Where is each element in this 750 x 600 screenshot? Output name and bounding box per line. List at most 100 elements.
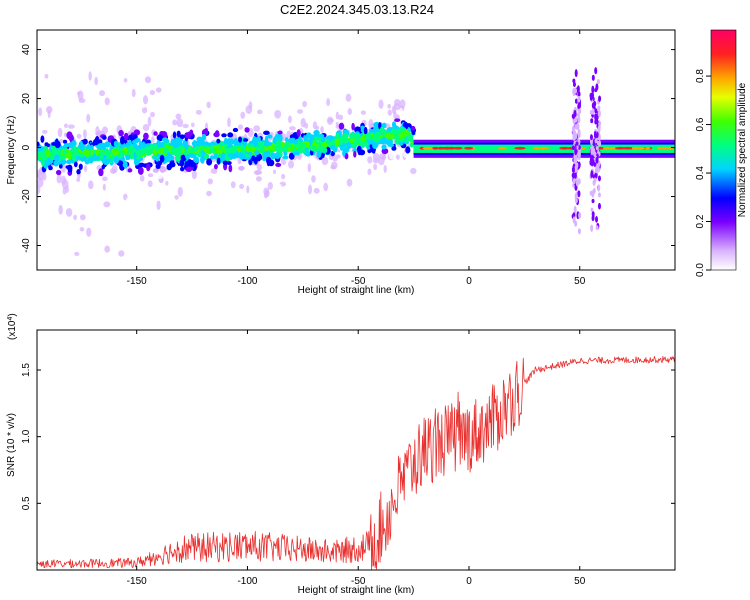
spectrogram-noise-cell <box>149 89 156 96</box>
spectrogram-noise-cell <box>44 73 49 79</box>
spectrogram-band-cell <box>172 131 177 139</box>
spectrogram-band-cell <box>178 145 183 152</box>
spectrogram-band-cell <box>112 148 119 157</box>
spectrogram-band-cell <box>78 163 83 170</box>
spectrogram-band-cell <box>257 141 263 147</box>
spectrogram-band-cell <box>244 127 250 133</box>
spectrogram-stripe-cell <box>574 132 578 140</box>
spectrogram-stripe-cell <box>576 122 580 129</box>
snr-series-line <box>37 356 675 570</box>
spectrogram-band-cell <box>69 142 74 149</box>
spectrogram-band-cell <box>172 140 176 145</box>
spectrogram-noise-cell <box>151 136 155 144</box>
spectrogram-band-cell <box>277 130 283 135</box>
spectrogram-band-cell <box>316 150 322 159</box>
spectrogram-band-cell <box>213 132 220 138</box>
spectrogram-noise-cell <box>273 169 277 175</box>
spectrogram-band-cell <box>73 161 78 168</box>
spectrogram-stripe-cell <box>596 79 600 85</box>
spectrogram-stripe-cell <box>589 134 593 141</box>
spectrogram-band-cell <box>216 149 223 155</box>
spectrogram-stripe-cell <box>577 115 581 124</box>
spectrogram-band-cell <box>55 169 62 176</box>
spectrogram-band-cell <box>274 153 280 159</box>
spectrogram-band-cell <box>379 126 384 134</box>
spectrogram-noise-cell <box>311 175 316 183</box>
spectrogram-noise-cell <box>118 250 125 257</box>
spectrogram-stripe-cell <box>590 207 594 212</box>
spectrogram-noise-cell <box>123 77 128 83</box>
spectrogram-noise-cell <box>139 175 145 182</box>
spectrogram-noise-cell <box>326 98 331 107</box>
spectrogram-band-cell <box>344 147 350 153</box>
spectrogram-noise-cell <box>304 174 309 183</box>
snr-scale-suffix: ) <box>7 313 18 316</box>
colorbar-tick-label: 0.0 <box>695 263 706 277</box>
spectrogram-band-cell <box>368 128 374 134</box>
spectrogram-band-cell <box>123 132 129 141</box>
spectrogram-band-cell <box>411 130 416 136</box>
spectrogram-noise-cell <box>395 154 400 160</box>
spectrogram-band-cell <box>183 151 188 156</box>
spectrogram-band-cell <box>394 125 398 130</box>
spectrogram-noise-cell <box>63 132 67 137</box>
spectrogram-peak-cell <box>514 146 526 150</box>
spectrogram-stripe-cell <box>591 85 595 94</box>
spectrogram-band-cell <box>152 168 159 173</box>
spectrogram-band-cell <box>159 154 165 163</box>
spectrogram-noise-cell <box>195 109 202 115</box>
spectrogram-band-cell <box>321 142 328 147</box>
spectrogram-noise-cell <box>147 116 152 127</box>
spectrogram-band-cell <box>61 160 65 166</box>
spectrogram-band-cell <box>193 156 200 164</box>
spectrogram-band-cell <box>184 161 189 168</box>
spectrogram-band-cell <box>247 151 253 156</box>
spectrogram-band-cell <box>267 134 273 139</box>
spectrogram-stripe-cell <box>593 177 597 183</box>
spectrogram-band-cell <box>62 150 68 155</box>
spectrogram-band-cell <box>99 150 104 158</box>
spectrogram-band-cell <box>228 164 233 173</box>
spectrogram-noise-cell <box>206 101 211 109</box>
spectrogram-stripe-cell <box>572 177 576 185</box>
spectrogram-noise-cell <box>327 169 335 176</box>
spectrogram-noise-cell <box>150 111 156 118</box>
spectrogram-peak-cell <box>602 146 613 150</box>
spectrogram-stripe-cell <box>577 91 581 98</box>
spectrogram-noise-cell <box>125 196 133 204</box>
colorbar: 0.0 0.2 0.4 0.6 0.8 Normalized spectral ampl… <box>695 29 748 277</box>
x-tick-label: -150 <box>127 276 147 287</box>
spectrogram-stripe-cell <box>574 98 578 104</box>
spectrogram-stripe-cell <box>589 110 593 115</box>
spectrogram-band-cell <box>213 145 220 150</box>
spectrogram-band-cell <box>163 131 168 138</box>
spectrogram-band-cell <box>284 137 289 143</box>
spectrogram-band-cell <box>395 129 402 135</box>
spectrogram-band-cell <box>399 127 407 132</box>
spectrogram-noise-cell <box>360 110 367 115</box>
spectrogram-band-cell <box>65 165 71 169</box>
spectrogram-noise-cell <box>230 181 236 189</box>
colorbar-label: Normalized spectral amplitude <box>737 82 748 217</box>
spectrogram-stripe-cell <box>597 175 601 182</box>
snr-scale-prefix: (x10 <box>7 320 18 340</box>
spectrogram-band-cell <box>292 151 299 156</box>
spectrogram-noise-cell <box>170 134 174 141</box>
spectrogram-band-cell <box>160 148 164 154</box>
spectrogram-noise-cell <box>102 183 106 191</box>
spectrogram-stripe-cell <box>595 156 599 164</box>
spectrogram-noise-cell <box>320 126 324 134</box>
spectrogram-stripe-cell <box>598 95 602 102</box>
spectrogram-band-cell <box>179 166 185 172</box>
spectrogram-band-cell <box>364 141 369 147</box>
spectrogram-stripe-cell <box>578 212 582 219</box>
spectrogram-peak-cell <box>532 146 538 150</box>
spectrogram-band-cell <box>122 146 128 154</box>
spectrogram-band-cell <box>66 159 72 165</box>
spectrogram-band-cell <box>405 146 411 154</box>
spectrogram-band-cell <box>153 131 158 136</box>
spectrogram-noise-cell <box>129 64 136 74</box>
spectrogram-band-cell <box>309 144 317 152</box>
colorbar-gradient <box>710 29 737 271</box>
spectrogram-noise-cell <box>37 169 41 178</box>
